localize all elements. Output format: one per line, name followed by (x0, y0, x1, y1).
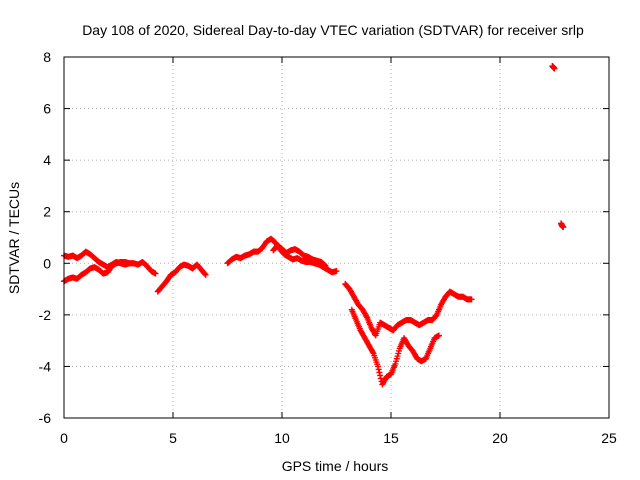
x-tick-label: 25 (601, 430, 617, 446)
y-axis-label: SDTVAR / TECUs (6, 182, 22, 294)
data-point (377, 372, 384, 379)
x-tick-label: 10 (274, 430, 290, 446)
x-tick-label: 0 (60, 430, 68, 446)
grid (63, 56, 610, 419)
data-point (126, 260, 133, 267)
y-tick-label: 2 (43, 204, 51, 220)
data-point (202, 271, 209, 278)
data-point (468, 296, 475, 303)
data-point (333, 268, 340, 275)
axis-ticks: 0 5 10 15 20 25 -6 -4 -2 0 2 4 6 8 (39, 49, 617, 446)
data-point (374, 363, 381, 370)
x-axis-label: GPS time / hours (282, 458, 389, 474)
data-point (375, 366, 382, 373)
x-tick-label: 5 (169, 430, 177, 446)
y-tick-label: -2 (39, 307, 52, 323)
data-point (201, 271, 208, 278)
x-tick-label: 20 (492, 430, 508, 446)
y-tick-label: 0 (43, 255, 51, 271)
data-points (61, 63, 567, 388)
chart-title: Day 108 of 2020, Sidereal Day-to-day VTE… (82, 22, 584, 38)
y-tick-label: 8 (43, 49, 51, 65)
data-point (435, 332, 442, 339)
data-point (363, 313, 370, 320)
data-point (376, 369, 383, 376)
data-point (377, 375, 384, 382)
y-tick-label: 4 (43, 152, 51, 168)
data-point (551, 65, 558, 72)
data-point (560, 224, 567, 231)
y-tick-label: -6 (39, 410, 52, 426)
plot-frame (63, 56, 610, 419)
y-tick-label: 6 (43, 101, 51, 117)
y-tick-label: -4 (39, 358, 52, 374)
x-tick-label: 15 (383, 430, 399, 446)
data-point (369, 349, 376, 356)
data-point (152, 270, 159, 277)
data-point (322, 262, 329, 269)
